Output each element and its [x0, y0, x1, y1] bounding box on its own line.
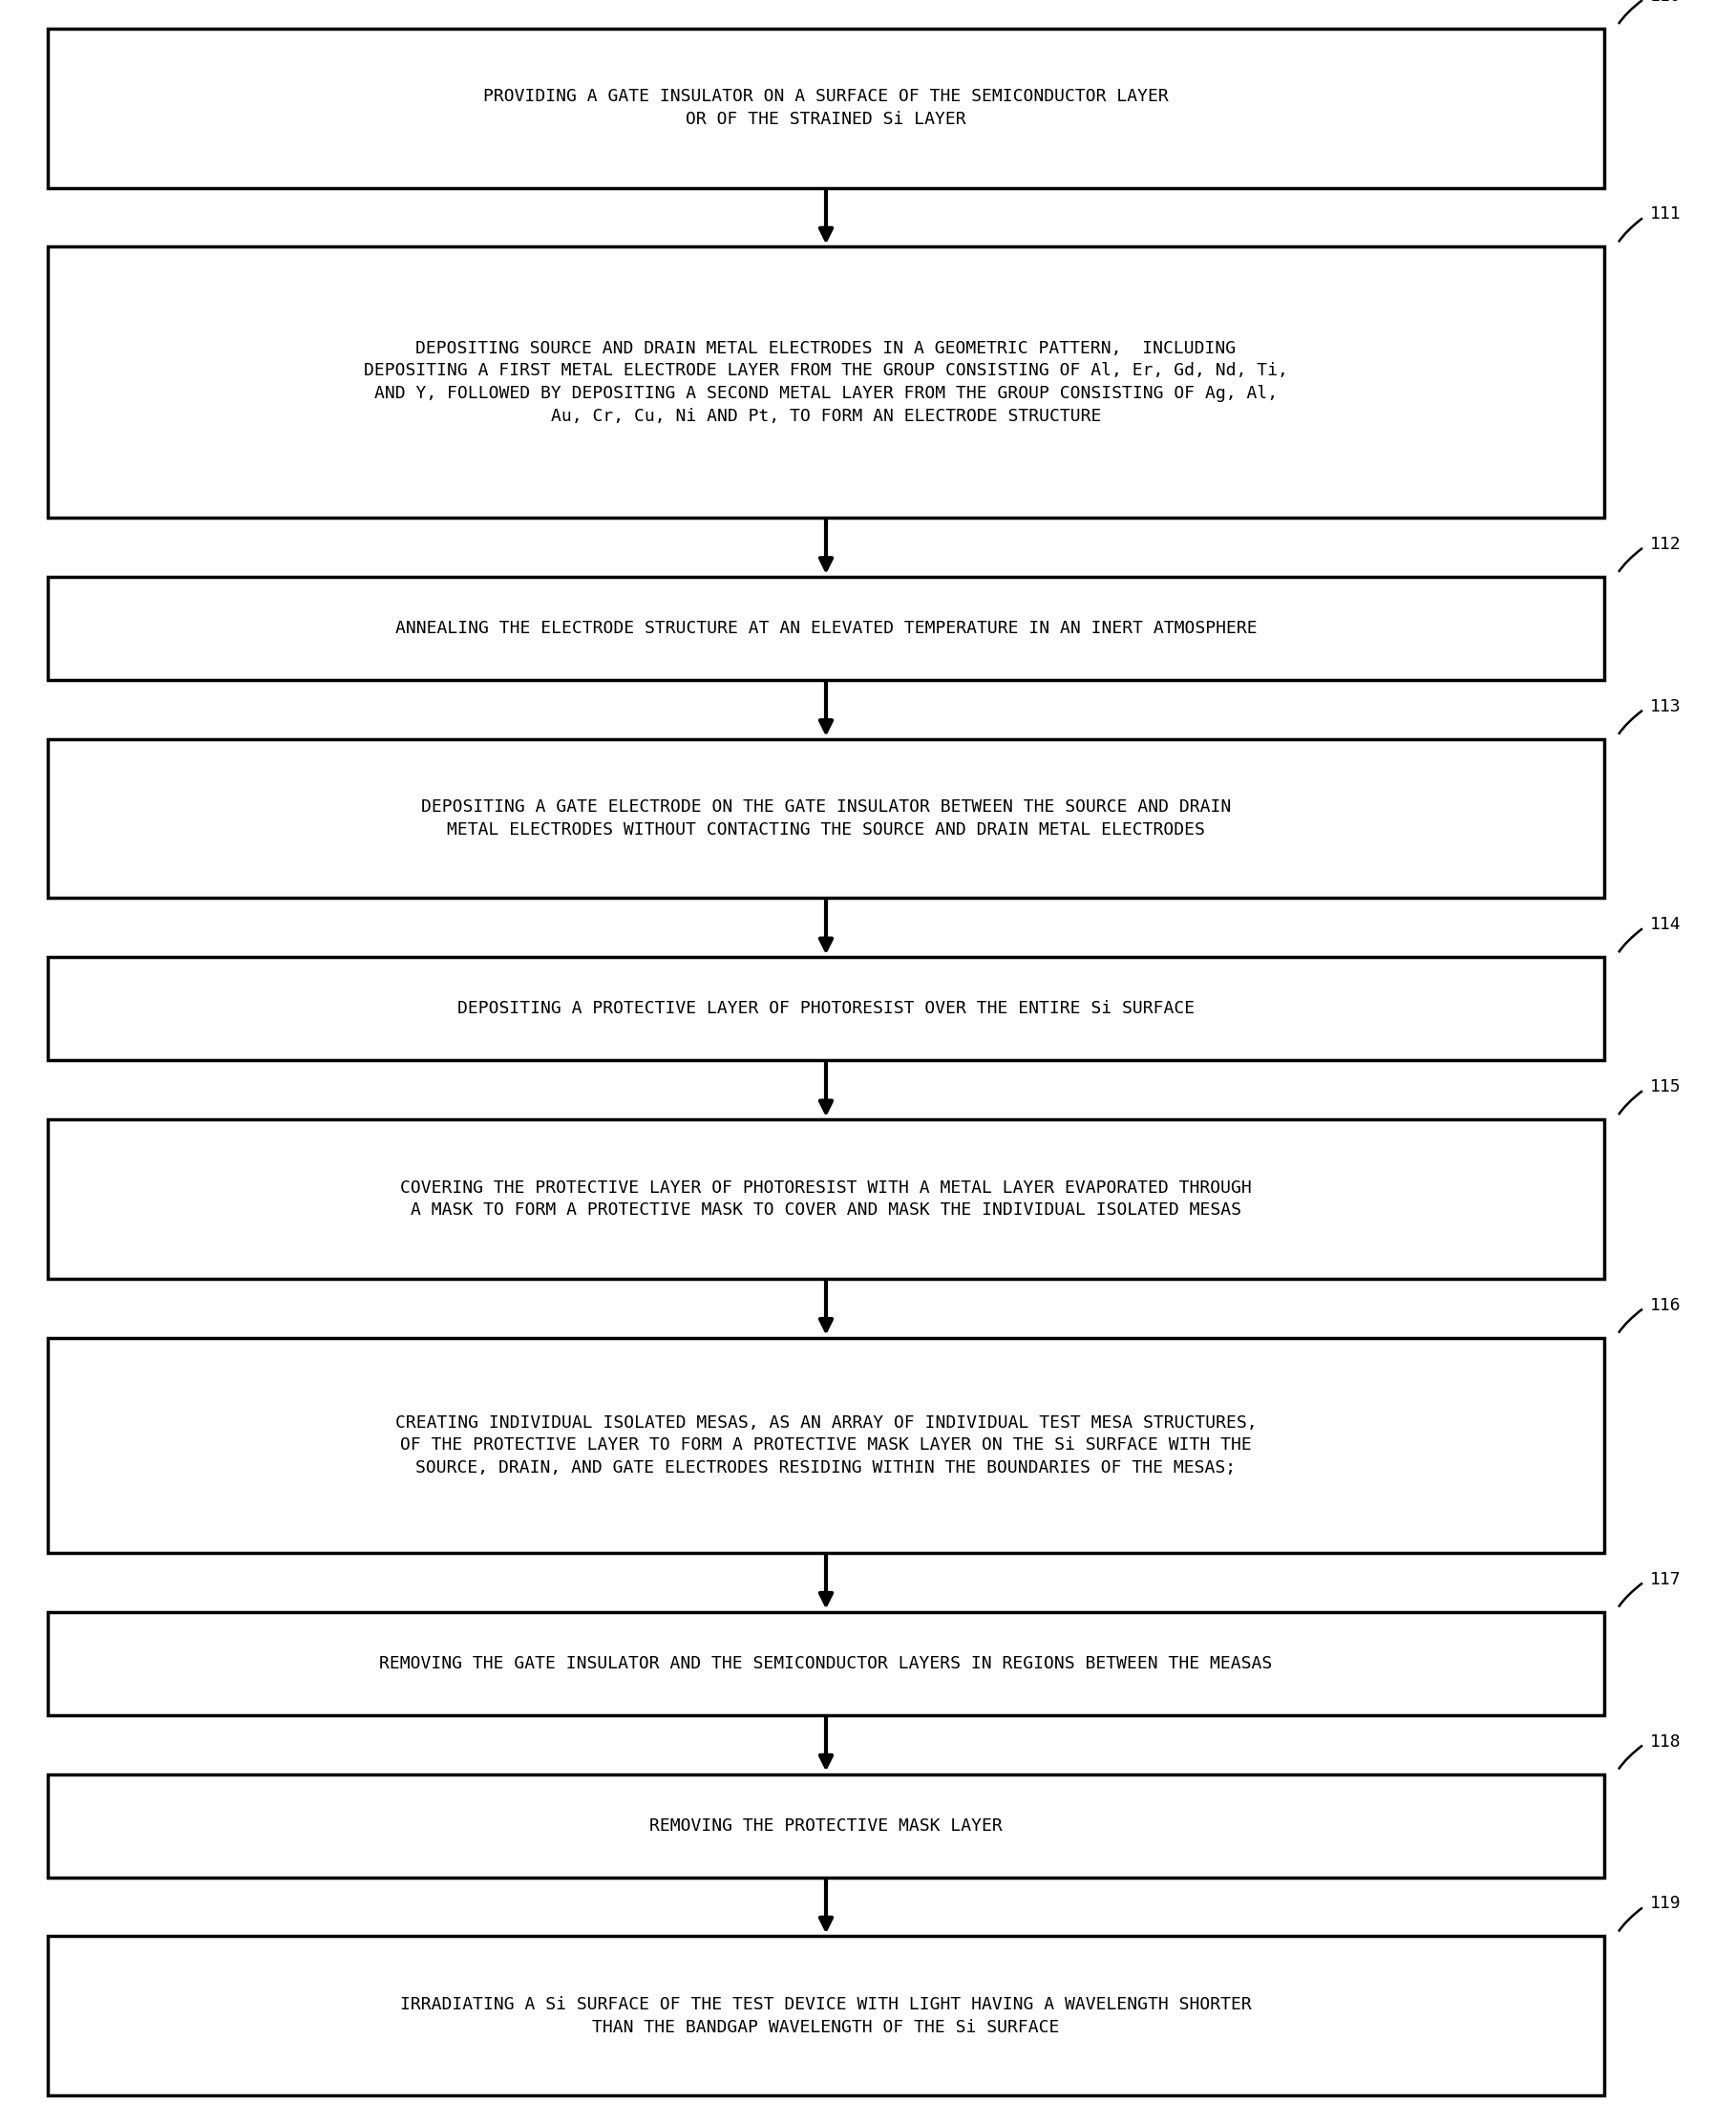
Text: 113: 113: [1649, 699, 1680, 716]
Bar: [49, 1612, 1604, 1714]
Bar: [49, 958, 1604, 1060]
Text: 119: 119: [1649, 1895, 1680, 1912]
Text: CREATING INDIVIDUAL ISOLATED MESAS, AS AN ARRAY OF INDIVIDUAL TEST MESA STRUCTUR: CREATING INDIVIDUAL ISOLATED MESAS, AS A…: [396, 1415, 1257, 1476]
Text: 117: 117: [1649, 1570, 1680, 1589]
Text: 110: 110: [1649, 0, 1680, 4]
Text: 111: 111: [1649, 206, 1680, 223]
Bar: [49, 578, 1604, 680]
Text: 114: 114: [1649, 915, 1680, 932]
Text: 116: 116: [1649, 1296, 1680, 1315]
Text: IRRADIATING A Si SURFACE OF THE TEST DEVICE WITH LIGHT HAVING A WAVELENGTH SHORT: IRRADIATING A Si SURFACE OF THE TEST DEV…: [401, 1997, 1252, 2035]
Text: PROVIDING A GATE INSULATOR ON A SURFACE OF THE SEMICONDUCTOR LAYER
OR OF THE STR: PROVIDING A GATE INSULATOR ON A SURFACE …: [483, 89, 1168, 127]
Text: 112: 112: [1649, 535, 1680, 552]
Bar: [49, 1774, 1604, 1878]
Text: ANNEALING THE ELECTRODE STRUCTURE AT AN ELEVATED TEMPERATURE IN AN INERT ATMOSPH: ANNEALING THE ELECTRODE STRUCTURE AT AN …: [396, 620, 1257, 637]
Text: REMOVING THE PROTECTIVE MASK LAYER: REMOVING THE PROTECTIVE MASK LAYER: [649, 1816, 1002, 1835]
Text: 115: 115: [1649, 1079, 1680, 1096]
Bar: [49, 739, 1604, 898]
Bar: [49, 28, 1604, 187]
Text: DEPOSITING SOURCE AND DRAIN METAL ELECTRODES IN A GEOMETRIC PATTERN,  INCLUDING
: DEPOSITING SOURCE AND DRAIN METAL ELECTR…: [365, 340, 1288, 425]
Text: 118: 118: [1649, 1733, 1680, 1750]
Bar: [49, 1119, 1604, 1279]
Text: COVERING THE PROTECTIVE LAYER OF PHOTORESIST WITH A METAL LAYER EVAPORATED THROU: COVERING THE PROTECTIVE LAYER OF PHOTORE…: [401, 1179, 1252, 1219]
Text: REMOVING THE GATE INSULATOR AND THE SEMICONDUCTOR LAYERS IN REGIONS BETWEEN THE : REMOVING THE GATE INSULATOR AND THE SEMI…: [380, 1655, 1272, 1672]
Bar: [49, 1338, 1604, 1553]
Bar: [49, 246, 1604, 518]
Text: DEPOSITING A PROTECTIVE LAYER OF PHOTORESIST OVER THE ENTIRE Si SURFACE: DEPOSITING A PROTECTIVE LAYER OF PHOTORE…: [457, 1000, 1194, 1017]
Bar: [49, 1937, 1604, 2096]
Text: DEPOSITING A GATE ELECTRODE ON THE GATE INSULATOR BETWEEN THE SOURCE AND DRAIN
M: DEPOSITING A GATE ELECTRODE ON THE GATE …: [422, 799, 1231, 839]
